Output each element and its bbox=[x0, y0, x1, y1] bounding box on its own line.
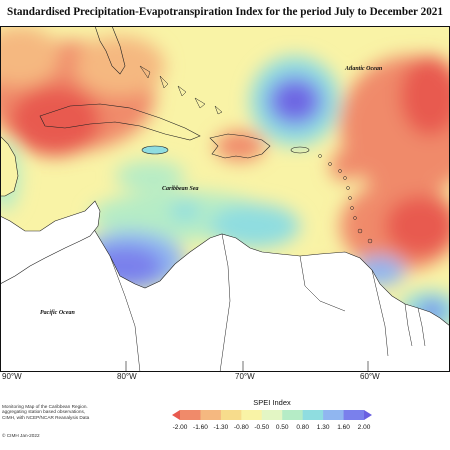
map-credit: © CIMH Jan-2022 bbox=[2, 433, 40, 438]
lesser-antilles bbox=[318, 154, 373, 244]
legend-break-label: 2.00 bbox=[357, 424, 371, 431]
legend-swatch bbox=[220, 410, 242, 420]
bahamas-islands bbox=[139, 65, 223, 115]
legend-swatch bbox=[172, 410, 180, 420]
spei-map: Atlantic Ocean Caribbean Sea Pacific Oce… bbox=[0, 26, 450, 372]
jamaica-land bbox=[141, 145, 169, 155]
legend-colorbar bbox=[172, 410, 372, 420]
note-line: aggregating station based observations, bbox=[2, 409, 86, 415]
tick-60w: 60°W bbox=[360, 372, 380, 381]
legend-break-label: -0.50 bbox=[254, 424, 270, 431]
legend-break-label: -2.00 bbox=[172, 424, 188, 431]
note-line: Monitoring Map of the Caribbean Region. bbox=[2, 404, 88, 409]
tick-90w: 90°W bbox=[2, 372, 22, 381]
central-america-land bbox=[0, 200, 101, 285]
legend-break-label: -1.60 bbox=[193, 424, 208, 431]
map-notes: Monitoring Map of the Caribbean Region. … bbox=[2, 404, 122, 420]
legend-labels: -2.00 -1.60 -1.30 -0.80 -0.50 0.50 0.80 1.30 1.6… bbox=[172, 424, 372, 434]
map-gridlines bbox=[125, 361, 369, 372]
legend-swatch bbox=[282, 410, 303, 420]
atlantic-ocean-label: Atlantic Ocean bbox=[344, 66, 383, 72]
florida-land bbox=[94, 26, 126, 75]
legend-break-label: 1.60 bbox=[337, 424, 350, 431]
legend-title: SPEI Index bbox=[253, 398, 291, 407]
legend-break-label: -1.30 bbox=[213, 424, 229, 431]
note-line: CIMH, with NCEP/NCAR Reanalysis Data bbox=[2, 414, 90, 420]
legend-swatch bbox=[323, 410, 344, 420]
country-borders bbox=[109, 233, 426, 372]
caribbean-sea-label: Caribbean Sea bbox=[162, 186, 199, 192]
pacific-ocean-label: Pacific Ocean bbox=[40, 310, 75, 316]
legend-swatch bbox=[241, 410, 263, 420]
legend-swatch bbox=[200, 410, 222, 420]
legend-swatch bbox=[261, 410, 283, 420]
cuba-land bbox=[39, 103, 201, 141]
spei-field bbox=[0, 26, 450, 356]
legend-break-label: 1.30 bbox=[316, 424, 330, 431]
legend-break-label: -0.80 bbox=[233, 424, 249, 431]
legend-swatch bbox=[364, 410, 372, 420]
legend-break-label: 0.80 bbox=[296, 424, 309, 431]
legend-swatch bbox=[302, 410, 324, 420]
hispaniola-land bbox=[209, 133, 271, 159]
legend-swatch bbox=[180, 410, 201, 420]
puerto-rico-land bbox=[290, 146, 310, 154]
legend-break-label: 0.50 bbox=[275, 424, 289, 431]
map-title: Standardised Precipitation-Evapotranspir… bbox=[6, 6, 443, 18]
legend-swatch bbox=[343, 410, 365, 420]
tick-70w: 70°W bbox=[235, 372, 255, 381]
tick-80w: 80°W bbox=[117, 372, 137, 381]
